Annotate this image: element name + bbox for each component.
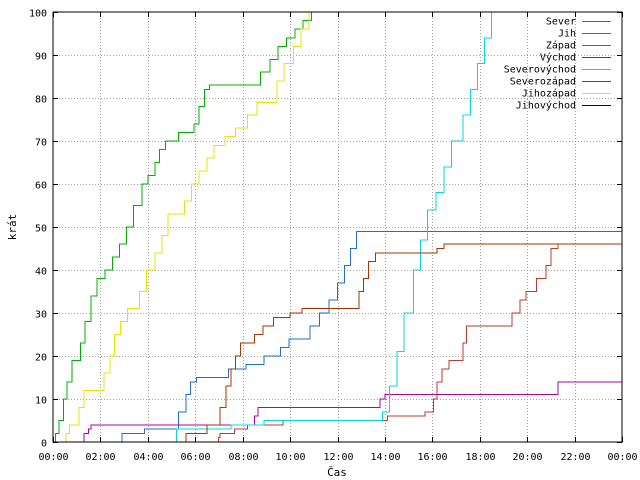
x-tick-label: 20:00	[512, 452, 542, 463]
legend-label: Jihozápad	[522, 88, 576, 100]
series-line-2	[53, 230, 622, 443]
x-tick-label: 22:00	[560, 452, 590, 463]
x-tick-label: 00:00	[607, 452, 637, 463]
legend: SeverJihZápadVýchodSeverovýchodSeverozáp…	[504, 17, 611, 112]
axis-ticks: 0 10 20 30 40 50 60 70 80 90 100 00:00 02:00 04:00 06:…	[29, 9, 638, 464]
x-tick-label: 18:00	[465, 452, 495, 463]
y-tick-label: 70	[35, 138, 47, 149]
x-tick-label: 04:00	[133, 452, 163, 463]
x-tick-label: 06:00	[180, 452, 210, 463]
series-line-5	[53, 243, 622, 443]
legend-label: Sever	[546, 17, 576, 28]
y-tick-label: 90	[35, 52, 47, 63]
grid	[53, 12, 622, 442]
y-tick-label: 50	[35, 224, 47, 235]
legend-label: Severozápad	[510, 76, 576, 88]
y-tick-label: 30	[35, 310, 47, 321]
legend-label: Jih	[558, 29, 576, 40]
x-tick-label: 02:00	[85, 452, 115, 463]
x-tick-label: 12:00	[323, 452, 353, 463]
series-layer	[53, 11, 622, 443]
y-tick-label: 100	[29, 9, 47, 20]
series-line-0	[53, 243, 622, 443]
series-line-1	[53, 11, 314, 443]
y-tick-label: 80	[35, 95, 47, 106]
y-tick-label: 0	[41, 439, 47, 450]
series-line-4	[53, 11, 494, 443]
series-line-3	[53, 381, 622, 443]
x-tick-label: 00:00	[38, 452, 68, 463]
x-tick-label: 14:00	[370, 452, 400, 463]
x-tick-label: 08:00	[228, 452, 258, 463]
x-tick-label: 10:00	[275, 452, 305, 463]
legend-label: Východ	[540, 52, 576, 64]
y-tick-label: 40	[35, 267, 47, 278]
series-line-6	[53, 11, 312, 443]
y-tick-label: 10	[35, 396, 47, 407]
legend-label: Jihovýchod	[516, 100, 576, 112]
y-tick-label: 20	[35, 353, 47, 364]
y-tick-label: 60	[35, 181, 47, 192]
x-tick-label: 16:00	[417, 452, 447, 463]
legend-label: Severovýchod	[504, 64, 576, 76]
legend-label: Západ	[546, 40, 576, 52]
y-axis-title: krát	[6, 214, 19, 241]
x-axis-title: Čas	[327, 466, 347, 479]
